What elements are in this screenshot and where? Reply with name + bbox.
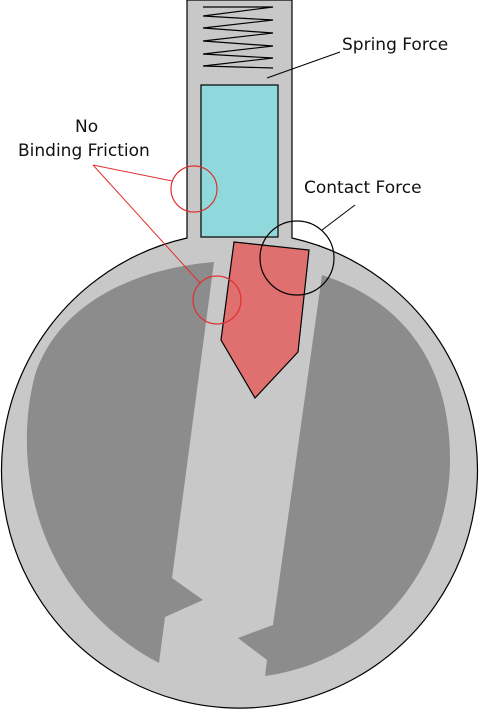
cavity-right	[238, 275, 450, 676]
spring-force-label: Spring Force	[342, 35, 449, 55]
spring	[202, 6, 274, 69]
contact-force-leader	[321, 204, 356, 231]
friction-marker-upper	[170, 165, 218, 213]
friction-leader-lower	[92, 164, 201, 284]
no-binding-label-line2: Binding Friction	[18, 141, 150, 161]
contact-force-marker	[259, 220, 335, 296]
no-binding-label-line1: No	[75, 117, 99, 137]
contact-force-label: Contact Force	[304, 178, 422, 198]
friction-leader-upper	[92, 164, 173, 182]
driver-pin	[200, 84, 279, 238]
spring-force-leader	[266, 51, 341, 79]
cavity-left	[26, 262, 214, 663]
friction-marker-lower	[192, 275, 242, 325]
